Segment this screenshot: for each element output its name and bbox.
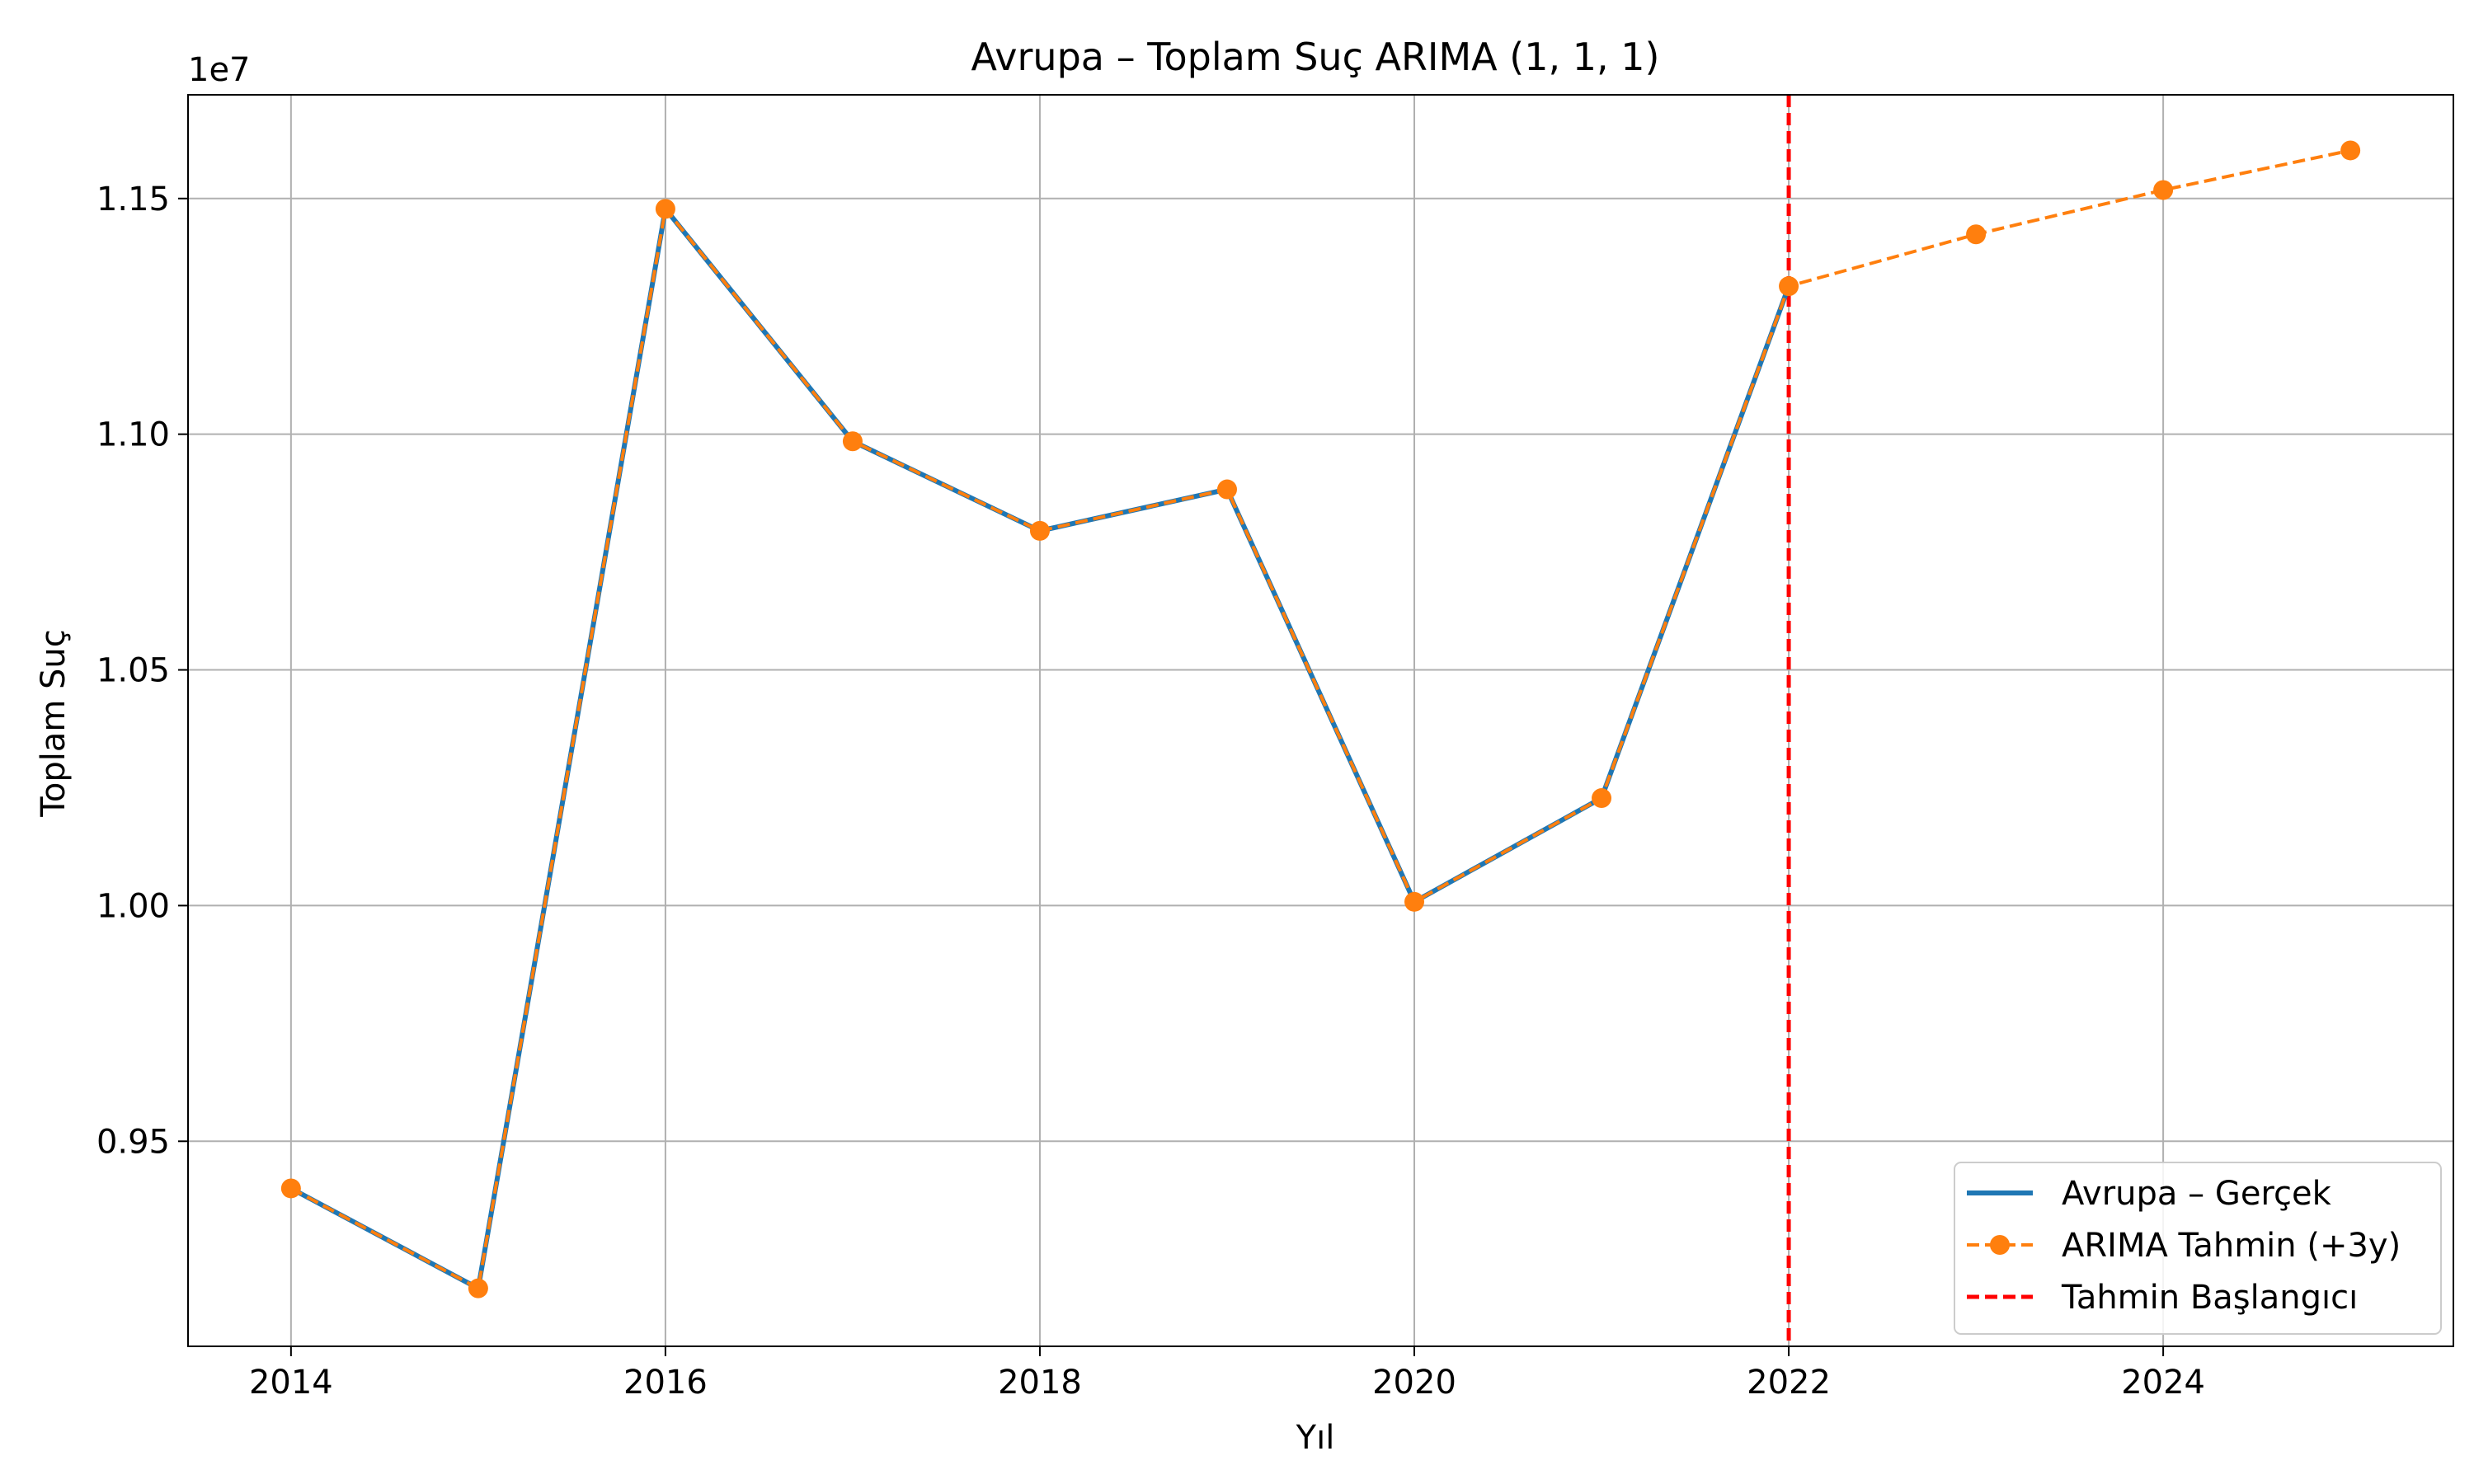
series-line-1	[289, 148, 2351, 1290]
legend-entry-label: ARIMA Tahmin (+3y)	[2062, 1227, 2401, 1265]
plot-frame	[187, 94, 2454, 1347]
forecast-point	[1216, 479, 1237, 500]
grid	[188, 95, 2453, 1346]
legend-marker	[1990, 1235, 2010, 1255]
y-tick-label: 1.15	[96, 181, 170, 218]
x-tick-label: 2024	[2121, 1364, 2205, 1402]
x-tick-label: 2014	[249, 1364, 333, 1402]
y-axis-label: Toplam Suç	[35, 629, 73, 818]
x-axis: 2014 2016 2018 2020 2022 2024	[249, 1346, 2205, 1402]
x-tick-label: 2020	[1372, 1364, 1456, 1402]
y-tick-label: 1.10	[96, 416, 170, 454]
y-axis: 0.95 1.00 1.05 1.10 1.15	[96, 181, 188, 1161]
y-offset-label: 1e7	[188, 51, 251, 89]
y-tick-label: 1.00	[96, 887, 170, 925]
forecast-point	[1404, 891, 1425, 912]
forecast-point	[655, 199, 675, 219]
x-tick-label: 2016	[623, 1364, 708, 1402]
legend: Avrupa – Gerçek ARIMA Tahmin (+3y) Tahmin …	[1954, 1162, 2442, 1335]
forecast-point	[1592, 788, 1612, 809]
y-tick-label: 1.05	[96, 652, 170, 690]
x-tick-label: 2018	[998, 1364, 1082, 1402]
legend-box	[1954, 1162, 2442, 1335]
x-tick-label: 2022	[1747, 1364, 1831, 1402]
chart-title: Avrupa – Toplam Suç ARIMA (1, 1, 1)	[971, 35, 1660, 79]
x-axis-label: Yıl	[1296, 1419, 1335, 1457]
forecast-point	[1966, 224, 1987, 245]
series-group	[280, 140, 2361, 1298]
forecast-point	[2340, 140, 2361, 161]
forecast-point	[842, 431, 863, 452]
legend-entry-label: Avrupa – Gerçek	[2062, 1175, 2332, 1213]
forecast-point	[2153, 180, 2174, 200]
forecast-point	[1779, 276, 1799, 297]
forecast-point	[1029, 520, 1050, 541]
legend-entry-label: Tahmin Başlangıcı	[2061, 1279, 2358, 1317]
forecast-point	[468, 1278, 488, 1298]
forecast-point	[280, 1178, 301, 1199]
y-tick-label: 0.95	[96, 1123, 170, 1161]
